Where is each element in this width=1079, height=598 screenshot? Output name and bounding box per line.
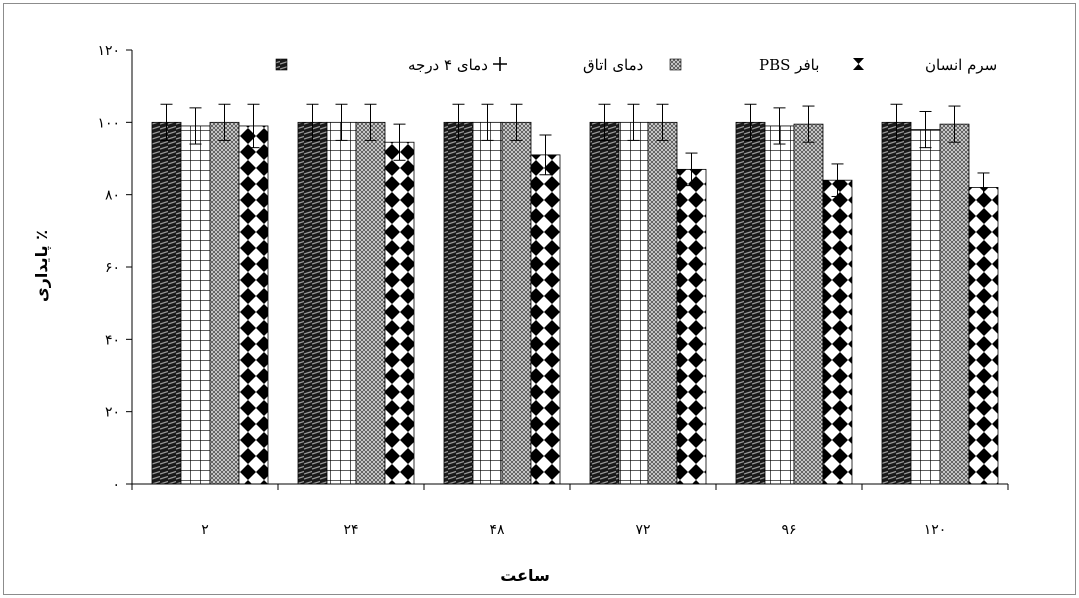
x-tick-label-3: ۴۸ [489, 522, 505, 538]
bar-4-2 [384, 141, 415, 485]
error-bar-1-2 [306, 103, 319, 141]
error-bar-3-1 [218, 103, 231, 141]
error-bar-2-6 [919, 110, 932, 149]
bar-2-5 [764, 125, 795, 485]
legend-marker-2 [493, 57, 507, 71]
bar-3-2 [355, 121, 386, 485]
x-tick-label-4: ۷۲ [635, 522, 650, 538]
error-bar-2-5 [773, 107, 786, 145]
bar-3-5 [793, 123, 824, 485]
error-bar-2-1 [189, 107, 202, 145]
legend-item-1: دمای ۴ درجه [275, 56, 488, 74]
legend-item-2: دمای اتاق [493, 56, 643, 74]
y-tick-label-60: ۶۰ [105, 260, 120, 276]
bar-1-1 [151, 121, 182, 485]
bar-2-2 [326, 121, 357, 485]
bar-3-4 [647, 121, 678, 485]
y-tick-label-120: ۱۲۰ [97, 43, 120, 59]
legend-marker-4 [853, 58, 864, 70]
error-bar-3-5 [802, 105, 815, 143]
error-bar-2-4 [627, 103, 640, 141]
error-bar-1-3 [452, 103, 465, 141]
y-tick-label-0: ۰ [112, 477, 120, 493]
error-bar-4-1 [247, 103, 260, 149]
error-bar-1-4 [598, 103, 611, 141]
bars-layer [151, 103, 999, 485]
legend-label-2: دمای اتاق [583, 56, 643, 74]
bar-3-3 [501, 121, 532, 485]
x-tick-label-2: ۲۴ [343, 522, 358, 538]
bar-2-1 [180, 125, 211, 485]
error-bar-4-3 [539, 134, 552, 176]
bar-1-5 [735, 121, 766, 485]
bar-2-6 [910, 129, 941, 485]
y-tick-label-20: ۲۰ [105, 405, 120, 421]
error-bar-4-2 [393, 123, 406, 161]
error-bar-3-6 [948, 105, 961, 143]
bar-3-6 [939, 123, 970, 485]
x-tick-label-5: ۹۶ [781, 522, 796, 538]
bar-4-1 [238, 125, 269, 485]
legend-marker-3 [669, 58, 682, 71]
bar-4-5 [822, 179, 853, 485]
x-axis-title: ساعت [500, 566, 550, 585]
error-bar-1-5 [744, 103, 757, 141]
bar-1-2 [297, 121, 328, 485]
error-bar-2-3 [481, 103, 494, 141]
bar-4-3 [530, 154, 561, 485]
error-bar-4-5 [831, 163, 844, 197]
error-bar-1-6 [890, 103, 903, 141]
bar-1-6 [881, 121, 912, 485]
bar-3-1 [209, 121, 240, 485]
axes-layer: ۰ ۲۰ ۴۰ ۶۰ ۸۰ ۱۰۰ ۱۲۰ ۲ ۲۴ ۴۸ ۷۲ ۹۶ ۱۲۰ [97, 43, 1009, 538]
legend-marker-1 [275, 58, 288, 71]
bar-4-4 [676, 168, 707, 485]
y-tick-label-80: ۸۰ [105, 188, 120, 204]
error-bar-3-2 [364, 103, 377, 141]
bar-2-3 [472, 121, 503, 485]
legend-label-3: بافر PBS [759, 56, 819, 74]
error-bar-3-4 [656, 103, 669, 141]
error-bar-2-2 [335, 103, 348, 141]
y-tick-label-40: ۴۰ [105, 332, 120, 348]
legend-label-1: دمای ۴ درجه [408, 56, 488, 74]
bar-1-3 [443, 121, 474, 485]
x-tick-label-6: ۱۲۰ [924, 522, 947, 538]
y-tick-label-100: ۱۰۰ [97, 115, 120, 131]
error-bar-3-3 [510, 103, 523, 141]
error-bar-4-4 [685, 152, 698, 187]
legend-item-4: سرم انسان [853, 56, 997, 74]
legend: دمای ۴ درجه دمای اتاق بافر PBS سرم انسان [275, 56, 997, 74]
bar-2-4 [618, 121, 649, 485]
y-axis-title: پایداری ٪ [32, 230, 52, 302]
x-tick-label-1: ۲ [201, 522, 209, 538]
error-bar-1-1 [160, 103, 173, 141]
error-bar-4-6 [977, 172, 990, 203]
bar-1-4 [589, 121, 620, 485]
bar-4-6 [968, 187, 999, 485]
legend-label-4: سرم انسان [925, 56, 997, 74]
legend-item-3: بافر PBS [669, 56, 819, 74]
